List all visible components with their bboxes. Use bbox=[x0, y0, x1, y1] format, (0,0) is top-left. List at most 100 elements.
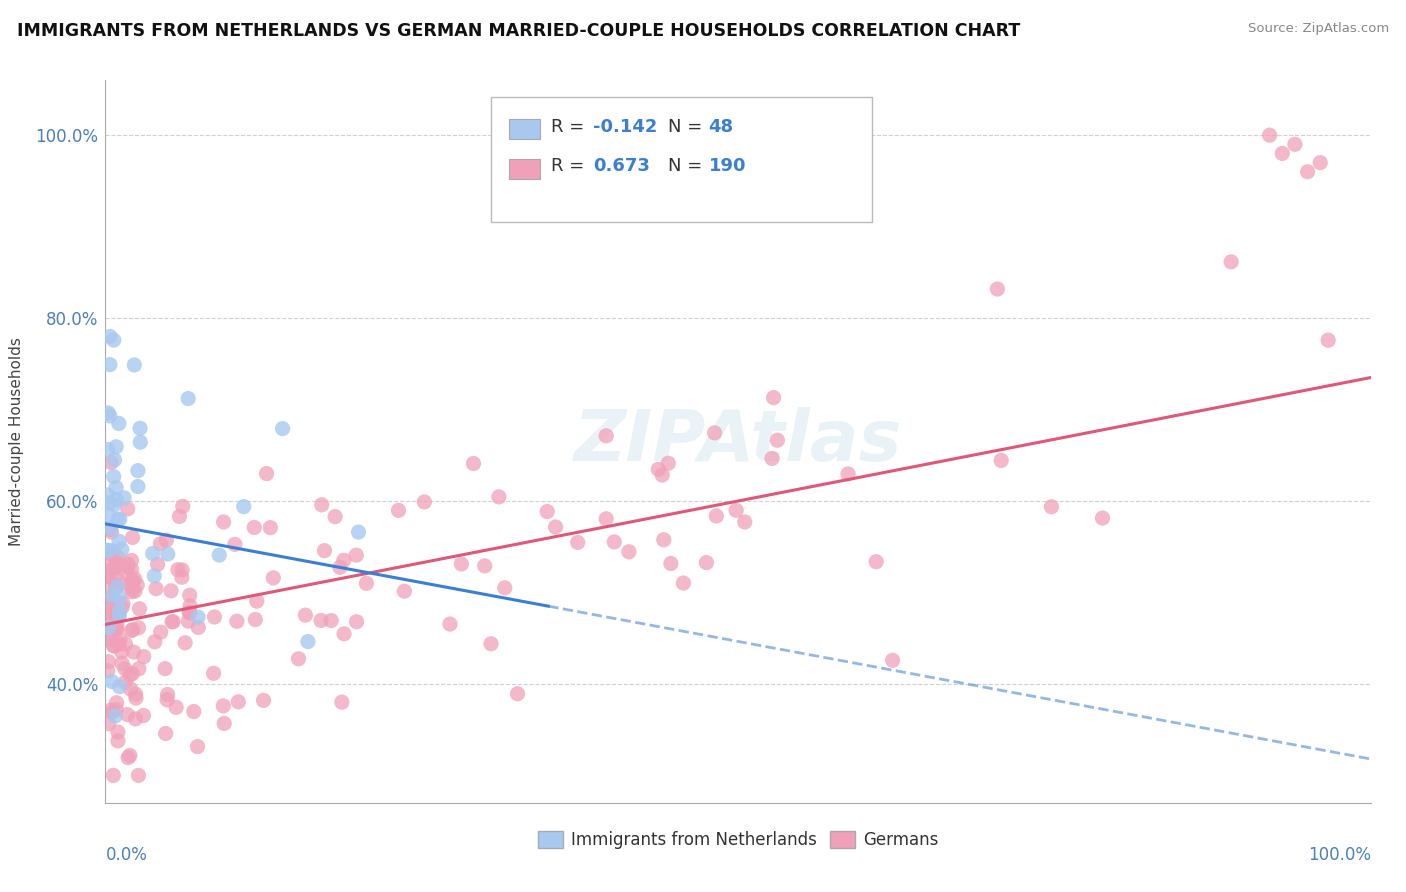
Text: 100.0%: 100.0% bbox=[1308, 847, 1371, 864]
Point bbox=[103, 333, 125, 347]
Point bbox=[124, 687, 146, 701]
Point bbox=[494, 581, 516, 595]
Point bbox=[105, 572, 128, 586]
Point bbox=[986, 282, 1008, 296]
Point bbox=[103, 621, 125, 635]
Point bbox=[114, 675, 136, 690]
Point bbox=[98, 522, 121, 536]
Point bbox=[122, 645, 145, 659]
Point bbox=[105, 696, 128, 710]
Point bbox=[762, 391, 785, 405]
Point bbox=[344, 548, 367, 562]
Point bbox=[114, 662, 136, 676]
Point bbox=[101, 579, 124, 593]
Point bbox=[118, 748, 141, 763]
Point bbox=[204, 610, 226, 624]
Point bbox=[127, 768, 149, 782]
Point bbox=[98, 628, 121, 642]
Point bbox=[142, 547, 165, 561]
Point bbox=[212, 515, 235, 529]
Point bbox=[108, 608, 131, 623]
Point bbox=[101, 705, 124, 719]
Point bbox=[122, 574, 145, 589]
Point bbox=[121, 530, 143, 544]
Point bbox=[107, 725, 129, 739]
Point bbox=[108, 591, 131, 605]
Point bbox=[128, 662, 150, 676]
Point bbox=[103, 544, 125, 558]
Point bbox=[725, 503, 748, 517]
Point bbox=[704, 508, 727, 523]
Point bbox=[124, 572, 146, 586]
Point bbox=[117, 560, 139, 574]
Point bbox=[103, 453, 125, 467]
Point bbox=[129, 435, 152, 450]
Point bbox=[837, 467, 859, 481]
Point bbox=[132, 708, 155, 723]
Point bbox=[121, 582, 143, 596]
Point bbox=[104, 559, 127, 574]
Point bbox=[100, 590, 122, 604]
Point bbox=[156, 547, 179, 561]
Point bbox=[323, 509, 346, 524]
Point bbox=[100, 456, 122, 470]
Point bbox=[97, 664, 120, 678]
Point bbox=[107, 512, 129, 526]
Point bbox=[179, 599, 201, 613]
Point bbox=[101, 674, 124, 689]
Point bbox=[127, 464, 149, 478]
Point bbox=[107, 734, 129, 748]
Point bbox=[124, 712, 146, 726]
Point bbox=[259, 521, 281, 535]
Point bbox=[107, 550, 129, 565]
Point bbox=[98, 329, 121, 343]
Point bbox=[179, 588, 201, 602]
Point bbox=[117, 502, 139, 516]
Point bbox=[165, 700, 187, 714]
Point bbox=[297, 634, 319, 648]
Point bbox=[96, 543, 118, 558]
Point bbox=[97, 508, 120, 522]
Point bbox=[111, 596, 134, 610]
Point bbox=[121, 574, 143, 588]
Point bbox=[479, 637, 502, 651]
Text: ZIPAtlas: ZIPAtlas bbox=[574, 407, 903, 476]
Point bbox=[120, 576, 142, 591]
Point bbox=[121, 553, 143, 567]
Point bbox=[112, 491, 135, 505]
Point bbox=[169, 509, 191, 524]
Legend: Immigrants from Netherlands, Germans: Immigrants from Netherlands, Germans bbox=[531, 824, 945, 856]
Point bbox=[117, 707, 139, 722]
Point bbox=[657, 456, 679, 470]
Point bbox=[617, 545, 640, 559]
Point bbox=[120, 681, 142, 696]
Point bbox=[105, 621, 128, 635]
Point bbox=[111, 657, 134, 671]
Point bbox=[603, 535, 626, 549]
Point bbox=[104, 709, 127, 723]
Point bbox=[333, 627, 356, 641]
Point bbox=[567, 535, 589, 549]
Point bbox=[111, 600, 134, 615]
Text: R =: R = bbox=[551, 157, 591, 175]
Point bbox=[107, 609, 129, 624]
Point bbox=[98, 409, 121, 423]
Point bbox=[107, 558, 129, 573]
Point bbox=[97, 442, 120, 457]
Point bbox=[114, 566, 136, 580]
Point bbox=[488, 490, 510, 504]
Point bbox=[1220, 255, 1243, 269]
Point bbox=[121, 563, 143, 577]
Point bbox=[651, 468, 673, 483]
Point bbox=[309, 614, 332, 628]
Point bbox=[356, 576, 378, 591]
Point bbox=[129, 421, 152, 435]
Point bbox=[1284, 137, 1306, 152]
Point bbox=[155, 533, 177, 548]
Point bbox=[101, 589, 124, 603]
Point bbox=[179, 606, 201, 620]
Point bbox=[243, 520, 266, 534]
Point bbox=[97, 488, 120, 502]
Text: N =: N = bbox=[668, 157, 707, 175]
Point bbox=[124, 584, 146, 599]
